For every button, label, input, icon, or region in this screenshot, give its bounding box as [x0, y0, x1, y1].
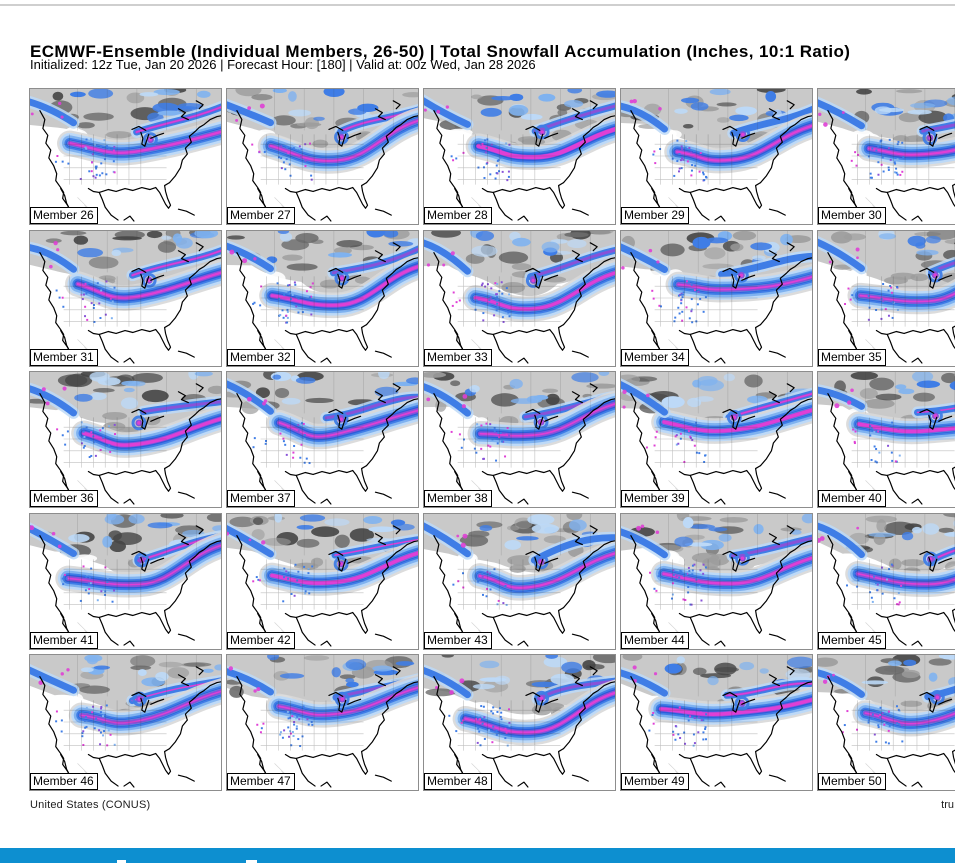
snowfall-map	[30, 513, 221, 649]
map-tile: Member 29	[620, 88, 813, 225]
banner-text-fragment	[246, 860, 257, 863]
map-tile: Member 27	[226, 88, 419, 225]
snowfall-map	[424, 230, 615, 366]
map-tile: Member 32	[226, 229, 419, 367]
member-label: Member 49	[621, 773, 689, 790]
page-subtitle: Initialized: 12z Tue, Jan 20 2026 | Fore…	[30, 57, 536, 72]
map-tile: Member 39	[620, 371, 813, 508]
map-tile: Member 34	[620, 229, 813, 367]
snowfall-map	[30, 372, 221, 507]
member-label: Member 45	[818, 631, 886, 649]
snowfall-map	[227, 89, 418, 224]
map-tile: Member 45	[817, 512, 955, 650]
snowfall-map	[227, 513, 418, 649]
snowfall-map	[30, 655, 221, 790]
snowfall-map	[30, 230, 221, 366]
top-divider	[0, 4, 955, 6]
member-label: Member 44	[621, 631, 689, 649]
member-label: Member 35	[818, 348, 886, 366]
map-tile: Member 31	[29, 229, 222, 367]
map-tile: Member 26	[29, 88, 222, 225]
snowfall-map	[818, 230, 955, 366]
footer-credit-label: tru	[941, 799, 954, 811]
map-grid: Member 26 Member 27 Member 28 Member 29 Memb…	[29, 88, 955, 791]
snowfall-map	[621, 89, 812, 224]
member-label: Member 41	[30, 631, 98, 649]
snowfall-map	[424, 655, 615, 790]
page-title: ECMWF-Ensemble (Individual Members, 26-5…	[30, 42, 851, 62]
map-tile: Member 49	[620, 654, 813, 791]
member-label: Member 40	[818, 490, 886, 507]
member-label: Member 43	[424, 631, 492, 649]
snowfall-map	[424, 89, 615, 224]
member-label: Member 31	[30, 348, 98, 366]
bottom-banner-bar	[0, 848, 955, 863]
snowfall-map	[621, 372, 812, 507]
map-tile: Member 40	[817, 371, 955, 508]
member-label: Member 36	[30, 490, 98, 507]
snowfall-map	[227, 230, 418, 366]
member-label: Member 30	[818, 207, 886, 224]
snowfall-map	[424, 372, 615, 507]
member-label: Member 39	[621, 490, 689, 507]
snowfall-map	[818, 372, 955, 507]
snowfall-map	[30, 89, 221, 224]
member-label: Member 26	[30, 207, 98, 224]
map-tile: Member 43	[423, 512, 616, 650]
map-tile: Member 48	[423, 654, 616, 791]
map-tile: Member 35	[817, 229, 955, 367]
member-label: Member 50	[818, 773, 886, 790]
map-tile: Member 42	[226, 512, 419, 650]
footer-region-label: United States (CONUS)	[30, 799, 151, 811]
member-label: Member 48	[424, 773, 492, 790]
map-grid-clip: Member 26 Member 27 Member 28 Member 29 Memb…	[29, 88, 955, 791]
snowfall-map	[818, 89, 955, 224]
map-tile: Member 41	[29, 512, 222, 650]
map-tile: Member 38	[423, 371, 616, 508]
map-tile: Member 44	[620, 512, 813, 650]
snowfall-map	[227, 655, 418, 790]
map-tile: Member 30	[817, 88, 955, 225]
snowfall-map	[621, 513, 812, 649]
member-label: Member 37	[227, 490, 295, 507]
member-label: Member 38	[424, 490, 492, 507]
snowfall-map	[621, 230, 812, 366]
map-tile: Member 46	[29, 654, 222, 791]
snowfall-map	[227, 372, 418, 507]
member-label: Member 34	[621, 348, 689, 366]
member-label: Member 47	[227, 773, 295, 790]
member-label: Member 28	[424, 207, 492, 224]
member-label: Member 29	[621, 207, 689, 224]
member-label: Member 42	[227, 631, 295, 649]
member-label: Member 46	[30, 773, 98, 790]
member-label: Member 27	[227, 207, 295, 224]
snowfall-map	[818, 513, 955, 649]
snowfall-map	[621, 655, 812, 790]
map-tile: Member 33	[423, 229, 616, 367]
banner-text-fragment	[117, 860, 126, 863]
snowfall-map	[818, 655, 955, 790]
map-tile: Member 47	[226, 654, 419, 791]
member-label: Member 32	[227, 348, 295, 366]
member-label: Member 33	[424, 348, 492, 366]
snowfall-map	[424, 513, 615, 649]
map-tile: Member 37	[226, 371, 419, 508]
map-tile: Member 36	[29, 371, 222, 508]
map-tile: Member 28	[423, 88, 616, 225]
map-tile: Member 50	[817, 654, 955, 791]
